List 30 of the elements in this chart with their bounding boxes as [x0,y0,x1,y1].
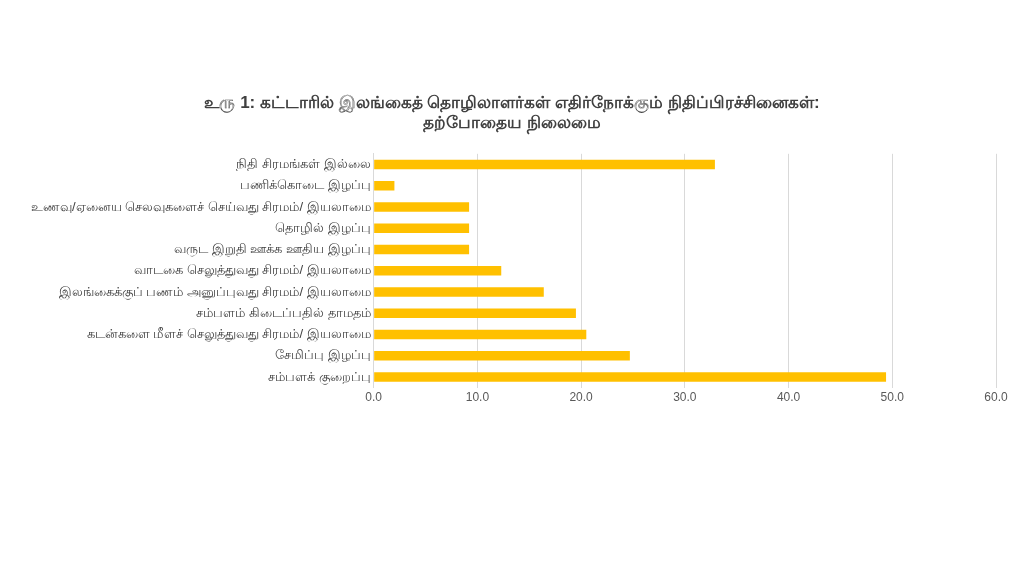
y-tick-label: வருட இறுதி ஊக்க ஊதிய இழப்பு [174,241,371,258]
chart-title: உரு 1: கட்டாரில் இலங்கைத் தொழிலாளர்கள் எதிர்நோக்கும் நிதிப்பிரச்சினைகள்: தற்போதைய நிலைமை [204,92,820,136]
y-tick-label: உணவு/ஏனைய செலவுகளைச் செய்வது சிரமம்/ இயலாமை [31,198,371,215]
x-tick-label: 60.0 [984,390,1008,405]
bar [374,329,587,340]
x-tick-label: 0.0 [365,390,383,405]
bar [374,308,576,318]
y-tick-label: வாடகை செலுத்துவது சிரமம்/ இயலாமை [134,262,371,279]
bar [374,202,470,212]
bar [374,372,887,382]
bar [374,223,470,233]
bar [374,265,502,276]
bar [374,159,715,170]
bar [374,287,544,297]
bar [374,180,395,191]
x-tick-label: 30.0 [673,390,697,405]
y-tick-label: சம்பளம் கிடைப்பதில் தாமதம் [196,304,371,320]
bar [374,244,470,255]
x-tick-label: 40.0 [776,390,801,405]
bar [374,350,630,361]
y-tick-label: கடன்களை மீளச் செலுத்துவது சிரமம்/ இயலாமை [86,326,371,343]
y-tick-label: தொழில் இழப்பு [275,219,371,236]
x-tick-label: 20.0 [569,390,594,405]
y-tick-label: இலங்கைக்குப் பணம் அனுப்புவது சிரமம்/ இயலாமை [58,283,371,300]
x-tick-label: 50.0 [880,390,905,405]
y-tick-label: சேமிப்பு இழப்பு [275,347,371,364]
y-tick-label: பணிக்கொடை இழப்பு [240,177,371,194]
y-tick-label: நிதி சிரமங்கள் இல்லை [236,156,371,173]
x-tick-label: 10.0 [465,390,490,405]
y-tick-label: சம்பளக் குறைப்பு [268,368,371,385]
